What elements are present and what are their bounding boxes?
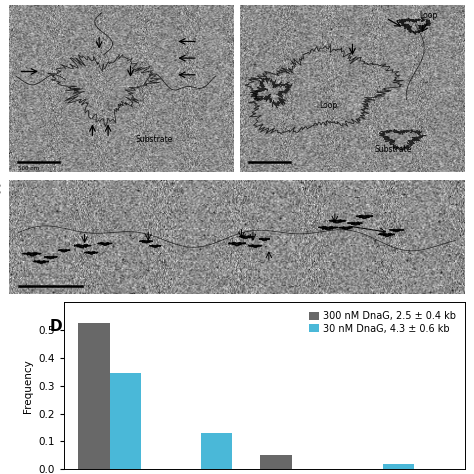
Text: 500 nm: 500 nm bbox=[18, 166, 40, 171]
Polygon shape bbox=[239, 236, 254, 238]
Polygon shape bbox=[378, 234, 395, 237]
Text: Substrate: Substrate bbox=[375, 145, 412, 154]
Polygon shape bbox=[84, 252, 98, 254]
Polygon shape bbox=[34, 261, 49, 264]
Polygon shape bbox=[318, 227, 338, 230]
Bar bbox=[78, 323, 109, 469]
Polygon shape bbox=[329, 220, 346, 223]
Polygon shape bbox=[259, 238, 270, 241]
Text: Loop: Loop bbox=[419, 11, 438, 20]
Bar bbox=[260, 456, 292, 469]
Polygon shape bbox=[390, 229, 404, 232]
Polygon shape bbox=[248, 245, 262, 247]
Bar bbox=[383, 464, 414, 469]
Polygon shape bbox=[98, 243, 112, 246]
Polygon shape bbox=[139, 241, 153, 243]
Polygon shape bbox=[149, 245, 161, 247]
Polygon shape bbox=[44, 256, 57, 259]
Polygon shape bbox=[58, 250, 70, 252]
Bar bbox=[201, 433, 232, 469]
Bar bbox=[109, 374, 141, 469]
Polygon shape bbox=[339, 227, 352, 229]
Y-axis label: Frequency: Frequency bbox=[23, 359, 33, 413]
Text: Loop: Loop bbox=[319, 101, 337, 110]
Polygon shape bbox=[23, 253, 41, 256]
Polygon shape bbox=[356, 215, 373, 219]
Polygon shape bbox=[74, 245, 91, 248]
Text: D: D bbox=[50, 319, 62, 334]
Polygon shape bbox=[228, 242, 246, 246]
Legend: 300 nM DnaG, 2.5 ± 0.4 kb, 30 nM DnaG, 4.3 ± 0.6 kb: 300 nM DnaG, 2.5 ± 0.4 kb, 30 nM DnaG, 4… bbox=[305, 307, 460, 337]
Text: Substrate: Substrate bbox=[135, 135, 173, 144]
Polygon shape bbox=[347, 222, 362, 225]
